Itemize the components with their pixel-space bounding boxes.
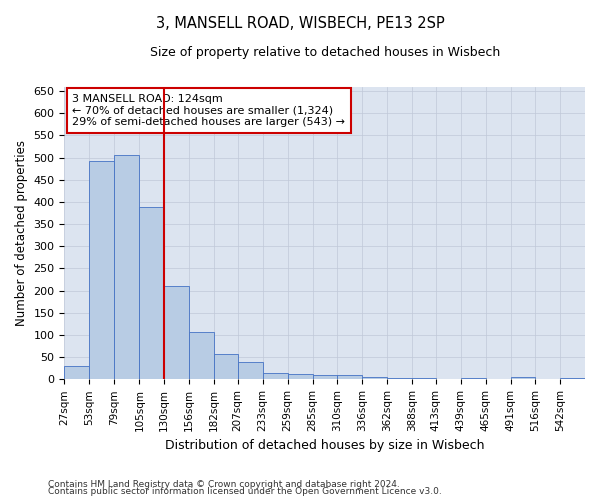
Bar [412, 378, 436, 380]
Bar [64, 366, 89, 380]
Bar [337, 376, 362, 380]
Bar [238, 362, 263, 380]
Bar [560, 378, 585, 380]
Title: Size of property relative to detached houses in Wisbech: Size of property relative to detached ho… [149, 46, 500, 59]
Bar [214, 354, 238, 380]
Bar [287, 374, 313, 380]
Bar [387, 378, 412, 380]
Bar [461, 378, 486, 380]
Bar [362, 377, 387, 380]
Bar [89, 161, 115, 380]
Text: Contains public sector information licensed under the Open Government Licence v3: Contains public sector information licen… [48, 488, 442, 496]
Bar [511, 377, 535, 380]
Text: 3 MANSELL ROAD: 124sqm
← 70% of detached houses are smaller (1,324)
29% of semi-: 3 MANSELL ROAD: 124sqm ← 70% of detached… [72, 94, 345, 127]
Bar [263, 372, 287, 380]
Bar [164, 286, 188, 380]
Y-axis label: Number of detached properties: Number of detached properties [15, 140, 28, 326]
X-axis label: Distribution of detached houses by size in Wisbech: Distribution of detached houses by size … [165, 440, 484, 452]
Bar [115, 156, 139, 380]
Bar [313, 375, 337, 380]
Text: 3, MANSELL ROAD, WISBECH, PE13 2SP: 3, MANSELL ROAD, WISBECH, PE13 2SP [155, 16, 445, 31]
Text: Contains HM Land Registry data © Crown copyright and database right 2024.: Contains HM Land Registry data © Crown c… [48, 480, 400, 489]
Bar [139, 207, 164, 380]
Bar [188, 332, 214, 380]
